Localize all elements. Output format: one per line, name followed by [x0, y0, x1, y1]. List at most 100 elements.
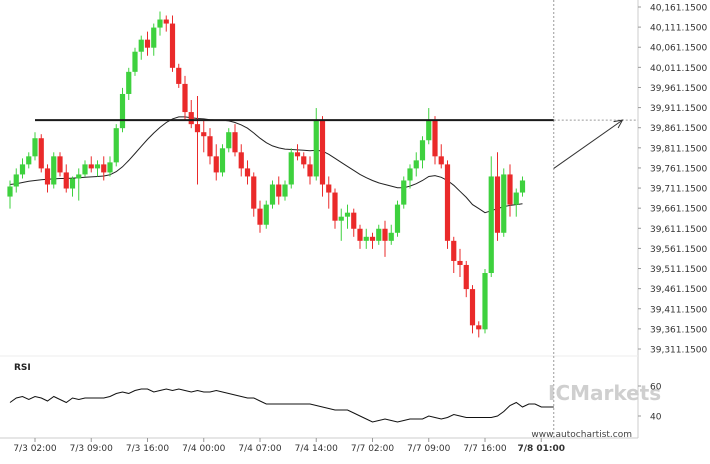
- price-tick-label: 39,911.1500: [650, 104, 708, 114]
- candle: [419, 136, 426, 169]
- candle: [88, 156, 94, 173]
- candle: [76, 168, 82, 201]
- candle: [101, 156, 107, 181]
- candle: [457, 248, 463, 278]
- candle: [357, 224, 363, 249]
- candle: [69, 176, 76, 197]
- time-tick-label: 7/7 02:00: [351, 444, 395, 454]
- candle-body: [51, 156, 57, 185]
- candle-body: [501, 174, 507, 233]
- candle: [119, 87, 126, 133]
- candle-body: [382, 228, 388, 241]
- price-tick-label: 39,411.1500: [650, 305, 708, 315]
- rsi-line: [9, 388, 554, 423]
- candle-body: [219, 148, 226, 173]
- candle-body: [513, 192, 519, 205]
- candle: [244, 160, 251, 185]
- candle: [57, 152, 63, 177]
- price-tick-label: 40,011.1500: [650, 64, 708, 74]
- candle-body: [76, 174, 82, 179]
- candle: [182, 75, 188, 121]
- candle: [482, 268, 488, 334]
- candle-body: [338, 216, 344, 221]
- candle: [344, 204, 351, 229]
- candle-body: [101, 164, 107, 173]
- candle: [176, 63, 182, 88]
- candle-body: [69, 178, 76, 189]
- candle: [238, 144, 244, 177]
- rsi-tick-label: 60: [650, 383, 662, 393]
- candle-body: [232, 132, 238, 153]
- candle-body: [7, 186, 13, 197]
- candle: [44, 164, 51, 193]
- candle: [382, 220, 388, 257]
- price-tick-label: 39,811.1500: [650, 144, 708, 154]
- candle-body: [207, 136, 213, 157]
- candle: [207, 128, 213, 165]
- candle: [13, 168, 19, 193]
- candle-body: [169, 23, 176, 68]
- candle: [388, 224, 394, 245]
- candle-body: [201, 132, 207, 137]
- candle: [94, 160, 101, 177]
- candle: [157, 11, 163, 36]
- candle: [363, 228, 369, 249]
- candle-body: [344, 212, 351, 217]
- candle: [476, 321, 482, 338]
- candle-body: [213, 156, 219, 173]
- candle-body: [451, 240, 457, 261]
- candle: [338, 208, 344, 241]
- price-tick-label: 39,861.1500: [650, 124, 708, 134]
- candle: [488, 156, 494, 278]
- candle-body: [369, 236, 376, 241]
- candle: [32, 132, 38, 161]
- candle-body: [332, 192, 338, 221]
- candle-body: [251, 176, 257, 209]
- candle-body: [269, 184, 276, 205]
- price-tick-label: 40,061.1500: [650, 44, 708, 54]
- candle: [313, 108, 319, 181]
- candle-body: [301, 156, 307, 165]
- candle-body: [163, 19, 169, 24]
- candle-body: [63, 172, 69, 189]
- candle-body: [351, 212, 357, 229]
- candle: [269, 180, 276, 209]
- candle-body: [319, 120, 326, 185]
- candle-body: [188, 112, 194, 125]
- broker-watermark: ICMarkets: [548, 381, 661, 405]
- candle-body: [257, 208, 263, 225]
- candle-body: [82, 164, 88, 175]
- candle: [219, 144, 226, 177]
- candle-body: [238, 152, 244, 169]
- candle: [438, 144, 444, 169]
- candle: [138, 35, 144, 60]
- candle-body: [132, 51, 138, 72]
- time-tick-label: 7/3 16:00: [126, 444, 170, 454]
- candle: [151, 23, 157, 56]
- price-tick-label: 39,561.1500: [650, 245, 708, 255]
- candle: [144, 31, 151, 56]
- candle-body: [457, 260, 463, 265]
- candle: [401, 176, 407, 209]
- candle-body: [469, 289, 476, 326]
- candle: [126, 67, 132, 101]
- candle-body: [488, 176, 494, 274]
- candle-body: [144, 39, 151, 48]
- candle-body: [94, 164, 101, 169]
- candle-body: [438, 156, 444, 165]
- candle-body: [482, 273, 488, 330]
- candle-body: [263, 204, 269, 225]
- time-tick-label: 7/8 01:00: [517, 444, 565, 454]
- price-tick-label: 39,511.1500: [650, 265, 708, 275]
- candle: [376, 224, 382, 245]
- candle: [513, 188, 519, 217]
- candle-body: [294, 152, 301, 157]
- candle-body: [313, 120, 319, 177]
- candle-body: [419, 140, 426, 161]
- rsi-tick-label: 40: [650, 413, 662, 423]
- candle: [326, 176, 332, 209]
- candle: [38, 134, 44, 173]
- candle-body: [413, 160, 419, 169]
- price-tick-label: 39,711.1500: [650, 185, 708, 195]
